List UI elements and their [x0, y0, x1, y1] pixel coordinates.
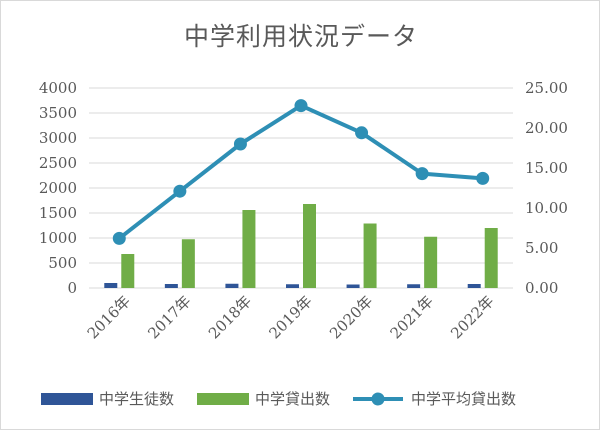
bar [121, 254, 135, 288]
right-tick-label: 20.00 [525, 119, 568, 137]
chart-title: 中学利用状況データ [184, 22, 418, 51]
right-tick-label: 0.00 [525, 279, 558, 297]
line-point [294, 99, 308, 113]
right-tick-label: 15.00 [525, 159, 568, 177]
bar [104, 283, 118, 288]
category-label: 2019年 [265, 292, 315, 342]
right-tick-label: 10.00 [525, 199, 568, 217]
bar [424, 236, 438, 288]
legend-label: 中学貸出数 [255, 390, 330, 408]
left-tick-label: 500 [48, 254, 77, 272]
bars-group [104, 204, 498, 288]
left-tick-label: 4000 [39, 79, 77, 97]
left-tick-label: 2000 [39, 179, 77, 197]
left-tick-label: 0 [67, 279, 77, 297]
bar [164, 284, 178, 288]
legend-swatch [41, 393, 93, 405]
bar [181, 239, 195, 288]
left-tick-label: 1000 [39, 229, 77, 247]
category-label: 2020年 [326, 292, 376, 342]
category-label: 2022年 [447, 292, 497, 342]
bar [363, 223, 377, 288]
left-tick-label: 3500 [39, 104, 77, 122]
right-tick-label: 5.00 [525, 239, 558, 257]
legend-swatch-marker [371, 392, 385, 406]
line-point [173, 184, 187, 198]
right-axis-ticks: 0.00 5.00 10.00 15.00 20.00 25.00 [525, 79, 568, 297]
category-label: 2017年 [144, 292, 194, 342]
category-labels: 2016年 2017年 2018年 2019年 2020年 2021年 2022年 [84, 292, 498, 342]
line-point [415, 167, 429, 181]
category-label: 2016年 [84, 292, 134, 342]
left-tick-label: 2500 [39, 154, 77, 172]
category-label: 2018年 [205, 292, 255, 342]
line-point [476, 171, 490, 185]
bar [346, 284, 360, 288]
bar [242, 210, 256, 288]
bar [286, 284, 299, 288]
line-point [355, 126, 369, 140]
left-tick-label: 1500 [39, 204, 77, 222]
bar [303, 204, 316, 288]
line-point [112, 231, 126, 245]
bar [484, 228, 498, 288]
gridlines [89, 87, 513, 289]
legend-label: 中学平均貸出数 [411, 390, 516, 408]
legend-swatch [197, 393, 249, 405]
bar [407, 284, 421, 288]
legend: 中学生徒数 中学貸出数 中学平均貸出数 [41, 390, 516, 408]
bar [225, 283, 239, 288]
right-tick-label: 25.00 [525, 79, 568, 97]
line-series-group [112, 99, 490, 245]
left-tick-label: 3000 [39, 129, 77, 147]
line-point [233, 137, 247, 151]
category-label: 2021年 [387, 292, 437, 342]
bar [467, 284, 481, 288]
legend-label: 中学生徒数 [99, 390, 174, 408]
left-axis-ticks: 0 500 1000 1500 2000 2500 3000 3500 4000 [39, 79, 77, 297]
